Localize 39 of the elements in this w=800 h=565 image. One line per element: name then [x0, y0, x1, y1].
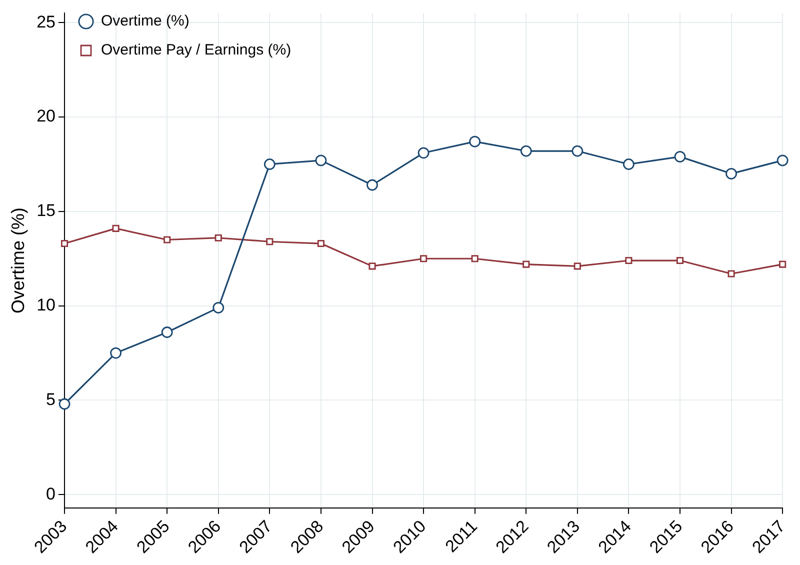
point: [58, 398, 70, 410]
point: [266, 238, 274, 246]
point: [264, 158, 276, 170]
y-tick-label: 25: [36, 12, 56, 32]
point: [60, 240, 68, 248]
point: [366, 179, 378, 191]
point: [522, 260, 530, 268]
point: [728, 270, 735, 278]
point: [574, 262, 581, 270]
point: [674, 150, 686, 162]
point: [315, 154, 327, 166]
legend-label: Overtime (%): [101, 12, 190, 30]
point: [676, 256, 684, 264]
point: [212, 302, 224, 314]
legend-label: Overtime Pay / Earnings (%): [101, 42, 292, 59]
y-tick-label: 5: [46, 390, 56, 409]
point: [164, 236, 171, 244]
point: [572, 145, 584, 157]
point: [161, 326, 173, 338]
point: [726, 168, 737, 180]
point: [623, 158, 634, 170]
point: [776, 154, 788, 166]
point: [420, 255, 428, 262]
point: [469, 136, 481, 148]
point: [112, 224, 120, 232]
y-tick-label: 10: [36, 296, 56, 315]
point: [779, 260, 786, 268]
point: [317, 240, 324, 248]
point: [625, 256, 632, 264]
y-axis-title: Overtime (%): [8, 208, 28, 314]
point: [520, 145, 532, 157]
point: [214, 234, 222, 242]
point: [471, 255, 478, 262]
y-tick-label: 15: [36, 201, 56, 220]
y-tick-label: 20: [36, 106, 56, 126]
point: [368, 262, 376, 270]
point: [418, 147, 430, 159]
point: [110, 347, 122, 359]
y-tick-label: 0: [46, 484, 56, 504]
